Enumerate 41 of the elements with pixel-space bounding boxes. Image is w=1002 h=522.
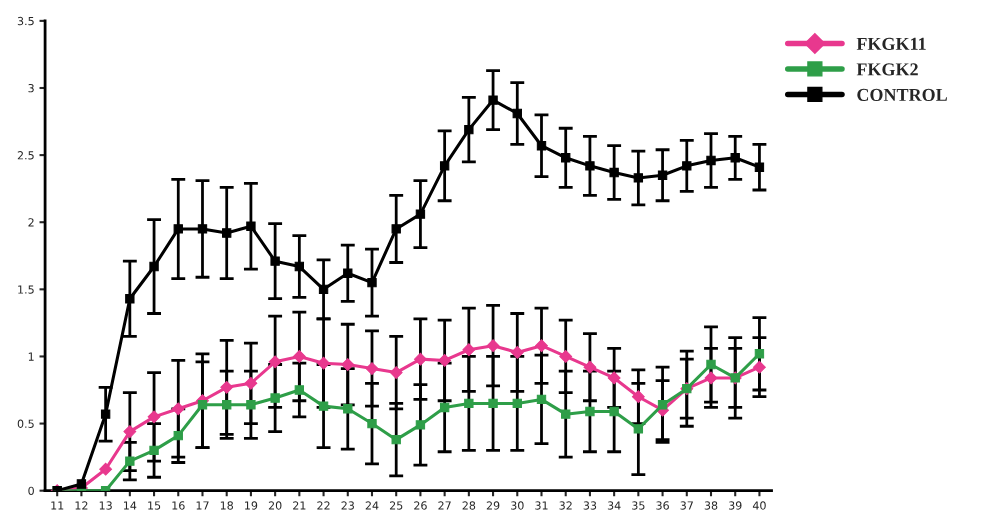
x-tick-label: 12 bbox=[75, 501, 88, 510]
x-tick-label: 18 bbox=[220, 501, 234, 510]
x-tick-label: 38 bbox=[704, 501, 718, 510]
legend-label: FKGK2 bbox=[856, 63, 918, 76]
legend-label: FKGK11 bbox=[856, 37, 926, 50]
x-tick-label: 14 bbox=[123, 501, 137, 510]
x-tick-label: 33 bbox=[583, 501, 597, 510]
x-tick-label: 37 bbox=[680, 501, 693, 510]
x-tick-label: 16 bbox=[172, 501, 185, 510]
x-tick-label: 39 bbox=[729, 501, 742, 510]
x-tick-label: 13 bbox=[99, 501, 112, 510]
x-tick-label: 17 bbox=[196, 501, 209, 510]
y-tick-label: 2.5 bbox=[17, 151, 34, 160]
x-tick-label: 19 bbox=[245, 501, 258, 510]
y-tick-label: 0.5 bbox=[17, 419, 34, 428]
y-tick-label: 3.5 bbox=[17, 16, 34, 26]
x-tick-label: 34 bbox=[607, 501, 621, 510]
x-tick-label: 25 bbox=[389, 501, 403, 510]
x-tick-label: 23 bbox=[341, 501, 354, 510]
x-tick-label: 24 bbox=[365, 501, 379, 510]
x-tick-label: 40 bbox=[752, 501, 766, 510]
x-tick-label: 35 bbox=[632, 501, 645, 510]
x-tick-label: 29 bbox=[486, 501, 500, 510]
legend-label: CONTROL bbox=[857, 88, 947, 101]
y-tick-label: 1 bbox=[28, 352, 34, 361]
x-tick-label: 26 bbox=[414, 501, 427, 510]
x-tick-label: 15 bbox=[148, 501, 161, 510]
y-tick-label: 1.5 bbox=[18, 285, 34, 294]
x-tick-label: 28 bbox=[462, 501, 476, 510]
x-tick-label: 27 bbox=[438, 501, 451, 510]
y-tick-label: 3 bbox=[28, 83, 34, 93]
y-tick-label: 2 bbox=[28, 218, 34, 227]
x-tick-label: 11 bbox=[51, 501, 64, 510]
x-tick-label: 21 bbox=[293, 501, 306, 510]
y-tick-label: 0 bbox=[28, 486, 34, 496]
x-tick-label: 30 bbox=[511, 501, 524, 510]
x-tick-label: 36 bbox=[656, 501, 669, 510]
x-tick-label: 20 bbox=[268, 501, 282, 510]
x-tick-label: 32 bbox=[559, 501, 572, 510]
x-tick-label: 22 bbox=[317, 501, 330, 510]
x-tick-label: 31 bbox=[535, 501, 548, 510]
